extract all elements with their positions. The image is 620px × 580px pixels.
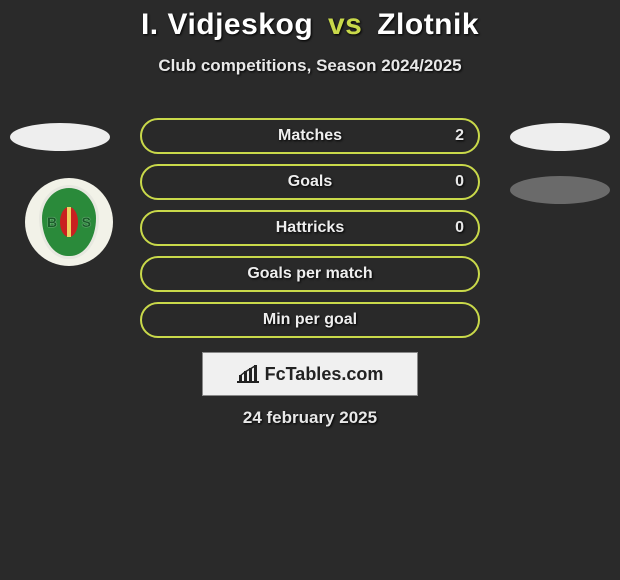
- stat-label: Min per goal: [263, 311, 357, 329]
- stat-row-goals: Goals 0: [140, 164, 480, 200]
- player2-blank-badge-2: [510, 176, 610, 204]
- vs-label: vs: [328, 8, 362, 41]
- brand-text: FcTables.com: [265, 364, 384, 385]
- date-label: 24 february 2025: [0, 408, 620, 428]
- crest-letter-left: B: [47, 214, 57, 230]
- stat-label: Goals: [288, 173, 332, 191]
- brand-link[interactable]: FcTables.com: [202, 352, 418, 396]
- player1-blank-badge: [10, 123, 110, 151]
- stat-label: Matches: [278, 127, 342, 145]
- page-title: I. Vidjeskog vs Zlotnik: [0, 0, 620, 42]
- stat-label: Goals per match: [247, 265, 372, 283]
- player2-name: Zlotnik: [377, 8, 479, 41]
- stat-row-matches: Matches 2: [140, 118, 480, 154]
- stat-right-value: 0: [455, 219, 464, 237]
- crest-ball-icon: [60, 207, 78, 237]
- subtitle: Club competitions, Season 2024/2025: [0, 56, 620, 76]
- club-crest-shield: B S: [39, 185, 99, 259]
- stat-label: Hattricks: [276, 219, 344, 237]
- player2-blank-badge-1: [510, 123, 610, 151]
- stat-right-value: 0: [455, 173, 464, 191]
- bar-chart-icon: [237, 365, 259, 383]
- stat-row-min-per-goal: Min per goal: [140, 302, 480, 338]
- player1-name: I. Vidjeskog: [141, 8, 313, 41]
- comparison-card: I. Vidjeskog vs Zlotnik Club competition…: [0, 0, 620, 450]
- stat-row-hattricks: Hattricks 0: [140, 210, 480, 246]
- crest-letter-right: S: [82, 214, 91, 230]
- stat-right-value: 2: [455, 127, 464, 145]
- club-crest: B S: [25, 178, 113, 266]
- stat-row-goals-per-match: Goals per match: [140, 256, 480, 292]
- stats-list: Matches 2 Goals 0 Hattricks 0 Goals per …: [140, 118, 480, 348]
